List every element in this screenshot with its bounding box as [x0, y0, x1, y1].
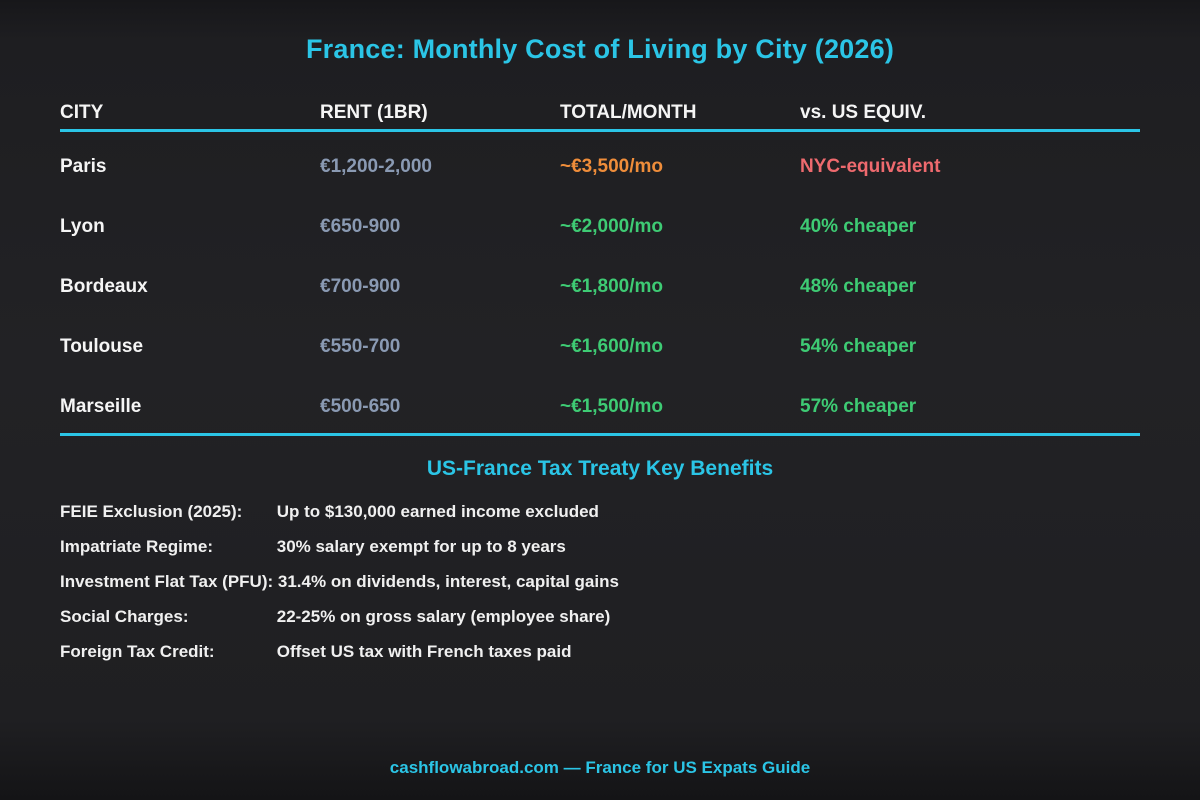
- table-row: Paris €1,200-2,000 ~€3,500/mo NYC-equiva…: [0, 155, 1200, 179]
- tax-benefit-value: Offset US tax with French taxes paid: [276, 642, 572, 661]
- table-bottom-divider: [60, 433, 1140, 436]
- tax-section-title: US-France Tax Treaty Key Benefits: [426, 457, 774, 480]
- tax-benefit-row: Social Charges: 22-25% on gross salary (…: [60, 605, 1160, 629]
- city-name: Lyon: [60, 216, 105, 237]
- table-row: Marseille €500-650 ~€1,500/mo 57% cheape…: [0, 395, 1200, 419]
- rent-value: €500-650: [320, 396, 401, 417]
- equiv-value: 48% cheaper: [800, 276, 917, 297]
- equiv-value: 54% cheaper: [800, 336, 917, 357]
- city-name: Marseille: [60, 396, 142, 417]
- total-value: ~€1,500/mo: [560, 396, 663, 417]
- column-header-rent: RENT (1BR): [320, 102, 428, 123]
- rent-value: €550-700: [320, 336, 401, 357]
- table-header-row: CITY RENT (1BR) TOTAL/MONTH vs. US EQUIV…: [0, 101, 1200, 125]
- table-row: Bordeaux €700-900 ~€1,800/mo 48% cheaper: [0, 275, 1200, 299]
- total-value: ~€1,800/mo: [560, 276, 663, 297]
- tax-benefit-row: Foreign Tax Credit: Offset US tax with F…: [60, 640, 1160, 664]
- total-value: ~€3,500/mo: [560, 156, 663, 177]
- tax-benefit-row: Investment Flat Tax (PFU): 31.4% on divi…: [60, 570, 1160, 594]
- tax-benefit-value: 22-25% on gross salary (employee share): [276, 607, 611, 626]
- rent-value: €650-900: [320, 216, 401, 237]
- rent-value: €1,200-2,000: [320, 156, 432, 177]
- city-name: Bordeaux: [60, 276, 148, 297]
- column-header-equiv: vs. US EQUIV.: [800, 102, 927, 123]
- column-header-city: CITY: [60, 102, 104, 123]
- rent-value: €700-900: [320, 276, 401, 297]
- tax-benefit-label: Social Charges:: [60, 607, 189, 626]
- tax-benefit-label: Foreign Tax Credit:: [60, 642, 215, 661]
- city-name: Toulouse: [60, 336, 144, 357]
- city-name: Paris: [60, 156, 107, 177]
- equiv-value: NYC-equivalent: [800, 156, 941, 177]
- total-value: ~€1,600/mo: [560, 336, 663, 357]
- header-divider: [60, 129, 1140, 132]
- footer-branding: cashflowabroad.com — France for US Expat…: [389, 758, 811, 777]
- tax-benefit-label: FEIE Exclusion (2025):: [60, 502, 243, 521]
- tax-benefit-value: 30% salary exempt for up to 8 years: [276, 537, 566, 556]
- tax-benefit-label: Investment Flat Tax (PFU):: [60, 572, 274, 591]
- equiv-value: 57% cheaper: [800, 396, 917, 417]
- tax-benefit-row: FEIE Exclusion (2025): Up to $130,000 ea…: [60, 500, 1160, 524]
- table-row: Toulouse €550-700 ~€1,600/mo 54% cheaper: [0, 335, 1200, 359]
- tax-benefit-value: 31.4% on dividends, interest, capital ga…: [277, 572, 619, 591]
- column-header-total: TOTAL/MONTH: [560, 102, 697, 123]
- equiv-value: 40% cheaper: [800, 216, 917, 237]
- total-value: ~€2,000/mo: [560, 216, 663, 237]
- page-title: France: Monthly Cost of Living by City (…: [305, 34, 895, 64]
- tax-benefit-row: Impatriate Regime: 30% salary exempt for…: [60, 535, 1160, 559]
- table-row: Lyon €650-900 ~€2,000/mo 40% cheaper: [0, 215, 1200, 239]
- tax-benefit-value: Up to $130,000 earned income excluded: [276, 502, 599, 521]
- tax-benefit-label: Impatriate Regime:: [60, 537, 214, 556]
